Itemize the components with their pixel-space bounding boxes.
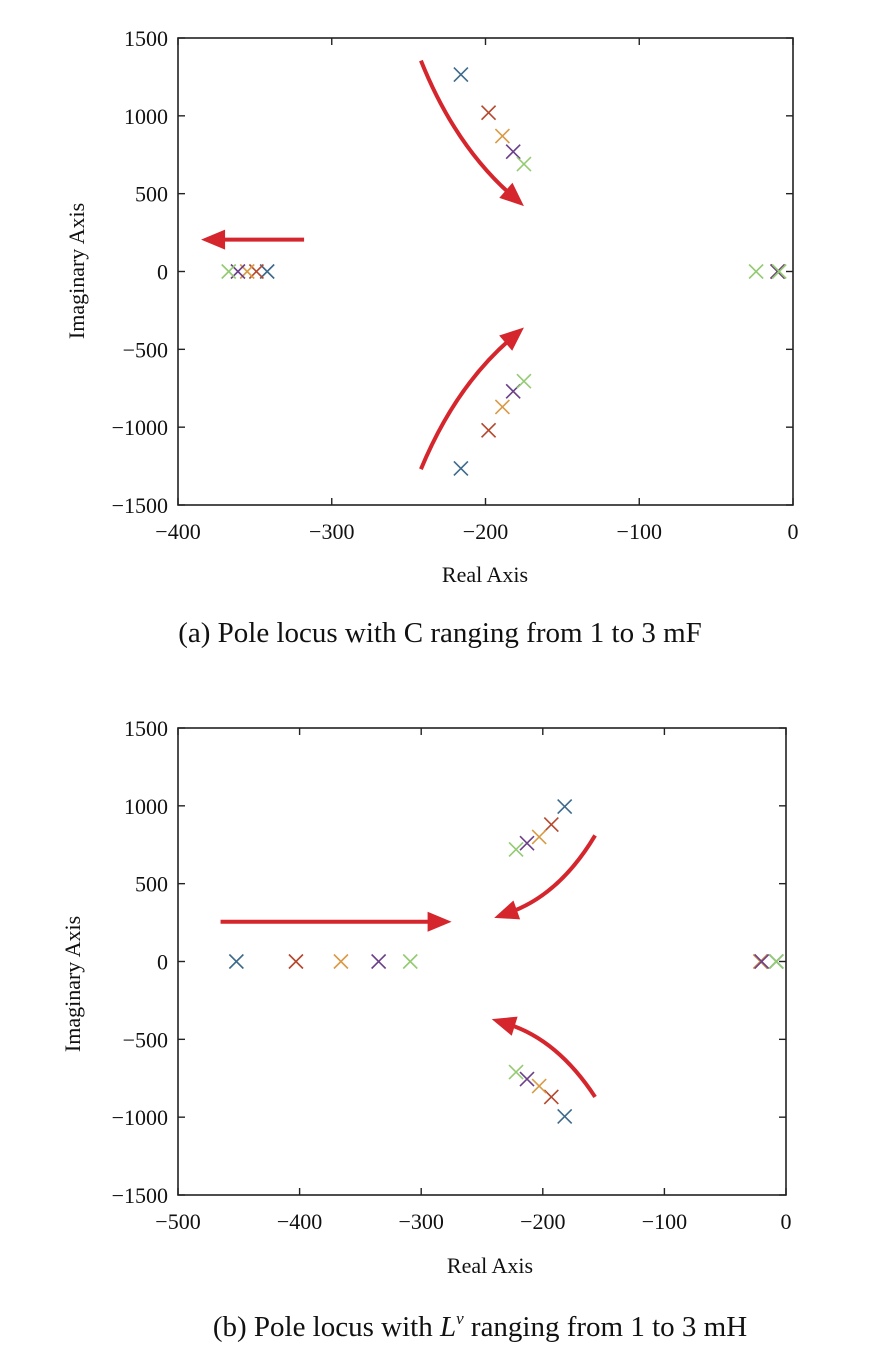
panel-a-y-axis-label: Imaginary Axis [64, 203, 89, 339]
y-tick-label: −500 [123, 337, 168, 362]
pole-marker [519, 835, 535, 851]
pole-marker [519, 1071, 535, 1087]
pole-marker [531, 1078, 547, 1094]
locus-direction-arrow [419, 327, 524, 470]
panel-a-ticks: −400 −300 −200 −100 0−1500−1000−500050010001… [112, 26, 799, 544]
y-tick-label: 500 [135, 872, 168, 897]
pole-marker [371, 953, 387, 970]
panel-b-pole-locus-inductance: −500 −400 −300 −200 −100 0−1500−1000−50005001… [60, 716, 792, 1343]
pole-marker [221, 263, 237, 280]
panel-b-caption: (b) Pole locus with Lv ranging from 1 to… [213, 1309, 747, 1343]
y-tick-label: 0 [157, 950, 168, 975]
x-tick-label: 0 [781, 1209, 792, 1234]
pole-marker [557, 1108, 573, 1124]
pole-marker [516, 156, 532, 172]
pole-marker [543, 816, 559, 833]
panel-a-caption: (a) Pole locus with C ranging from 1 to … [178, 617, 702, 649]
x-tick-label: 0 [788, 519, 799, 544]
pole-marker [453, 460, 469, 476]
locus-direction-arrow [494, 834, 597, 920]
y-tick-label: 0 [157, 260, 168, 285]
pole-marker [748, 263, 764, 280]
panel-b-caption-suffix: ranging from 1 to 3 mH [464, 1311, 748, 1343]
panel-b-y-axis-label: Imaginary Axis [60, 916, 85, 1052]
pole-marker [288, 953, 304, 970]
panel-a-plot-frame [177, 37, 794, 506]
pole-marker [481, 105, 497, 121]
locus-direction-arrow [491, 1016, 597, 1099]
pole-marker [754, 953, 770, 970]
y-tick-label: −500 [123, 1027, 168, 1052]
pole-marker [505, 144, 521, 160]
x-tick-label: −300 [398, 1209, 443, 1234]
pole-marker [770, 263, 786, 280]
pole-marker [768, 953, 784, 970]
y-tick-label: −1000 [112, 415, 168, 440]
y-tick-label: 1000 [124, 794, 168, 819]
panel-b-arrows [220, 834, 597, 1099]
pole-marker [771, 263, 787, 280]
y-tick-label: 1500 [124, 26, 168, 51]
pole-marker [481, 422, 497, 438]
panel-a-markers [221, 67, 787, 476]
panel-a-pole-locus-capacitance: −400 −300 −200 −100 0−1500−1000−500050010001… [64, 26, 799, 649]
pole-marker [516, 373, 532, 389]
y-tick-label: −1000 [112, 1105, 168, 1130]
pole-marker [228, 953, 244, 970]
pole-marker [259, 263, 275, 280]
locus-direction-arrow [201, 229, 305, 250]
y-tick-label: 500 [135, 182, 168, 207]
pole-marker [508, 1064, 524, 1080]
panel-b-caption-prefix: (b) Pole locus with [213, 1311, 440, 1343]
pole-marker [543, 1089, 559, 1105]
pole-marker [494, 399, 510, 415]
x-tick-label: −300 [309, 519, 354, 544]
pole-marker [453, 67, 469, 83]
pole-marker [752, 953, 769, 970]
panel-b-plot-frame [177, 727, 787, 1196]
panel-b-ticks: −500 −400 −300 −200 −100 0−1500−1000−50005001… [112, 716, 792, 1234]
x-tick-label: −500 [155, 1209, 200, 1234]
x-tick-label: −100 [617, 519, 662, 544]
pole-marker [402, 953, 418, 970]
x-tick-label: −400 [277, 1209, 322, 1234]
pole-marker [494, 128, 510, 144]
locus-direction-arrow [220, 911, 452, 932]
pole-marker [508, 841, 524, 857]
panel-b-x-axis-label: Real Axis [447, 1253, 533, 1278]
panel-a-x-axis-label: Real Axis [442, 562, 528, 587]
y-tick-label: −1500 [112, 1183, 168, 1208]
locus-direction-arrow [419, 59, 524, 207]
x-tick-label: −100 [642, 1209, 687, 1234]
x-tick-label: −400 [155, 519, 200, 544]
pole-marker [333, 953, 349, 970]
y-tick-label: 1500 [124, 716, 168, 741]
panel-a-arrows [201, 59, 524, 470]
y-tick-label: 1000 [124, 104, 168, 129]
panel-b-caption-variable: L [439, 1311, 456, 1343]
pole-marker [557, 799, 573, 815]
x-tick-label: −200 [463, 519, 508, 544]
x-tick-label: −200 [520, 1209, 565, 1234]
panel-b-markers [228, 799, 784, 1124]
panel-b-caption-superscript: v [456, 1309, 464, 1328]
pole-marker [531, 829, 547, 845]
y-tick-label: −1500 [112, 493, 168, 518]
